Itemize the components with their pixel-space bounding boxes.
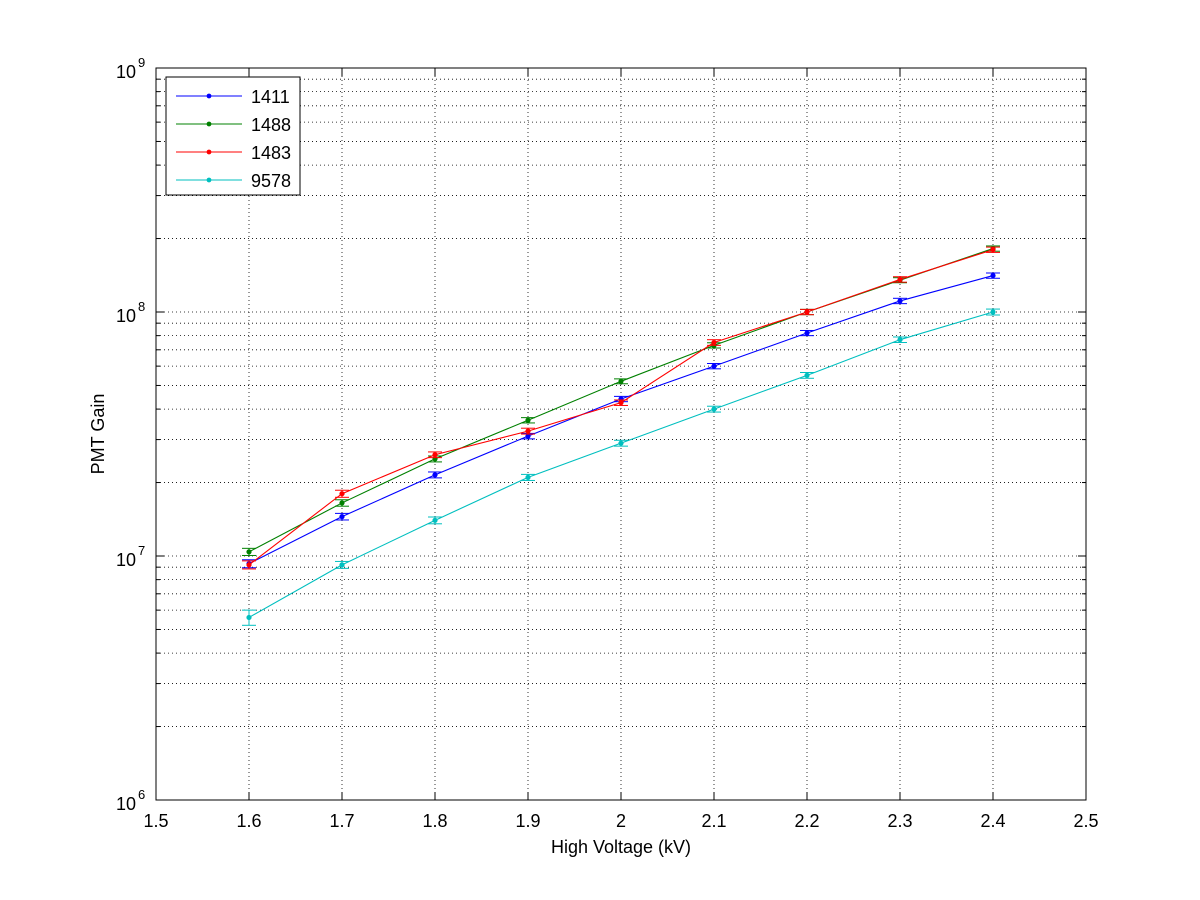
x-tick-label: 2.1: [701, 811, 726, 831]
data-point: [432, 472, 438, 478]
y-tick-label: 10 7: [116, 543, 145, 570]
legend-entry-1488: 1488: [176, 115, 291, 135]
data-point: [990, 272, 996, 279]
data-point: [432, 452, 438, 458]
x-tick-label: 2.2: [794, 811, 819, 831]
data-point: [711, 363, 717, 369]
data-point: [897, 298, 903, 304]
data-point: [246, 549, 252, 555]
y-tick-label-exponent: 7: [138, 543, 145, 558]
legend-entry-1483: 1483: [176, 143, 291, 163]
data-point: [804, 309, 810, 315]
x-tick-label: 1.5: [143, 811, 168, 831]
data-point: [339, 514, 345, 520]
x-tick-label: 2.4: [980, 811, 1005, 831]
grid-lines: [156, 68, 1086, 800]
legend-label: 1488: [251, 115, 291, 135]
x-tick-label: 1.9: [515, 811, 540, 831]
data-point: [804, 372, 810, 378]
y-tick-label: 10 8: [116, 299, 145, 326]
data-point: [711, 406, 717, 412]
plot-area: [156, 68, 1086, 800]
x-tick-label: 2: [616, 811, 626, 831]
x-tick-label: 2.5: [1073, 811, 1098, 831]
data-point: [990, 309, 996, 315]
y-tick-label-base: 10: [116, 550, 136, 570]
data-point: [246, 562, 252, 568]
legend-label: 9578: [251, 171, 291, 191]
x-tick-label: 1.8: [422, 811, 447, 831]
data-point: [246, 614, 252, 621]
data-point: [990, 247, 996, 253]
data-point: [525, 433, 531, 439]
legend-label: 1411: [251, 87, 290, 107]
x-tick-labels: 1.5 1.6 1.7 1.8 1.9 2 2.1 2.2 2.3 2.4 2.5: [143, 811, 1098, 831]
y-axis-label: PMT Gain: [88, 394, 108, 475]
data-point: [525, 474, 531, 480]
series-layer: [242, 245, 1000, 626]
y-tick-label-exponent: 8: [138, 299, 145, 314]
legend: 1411 1488 1483 9578: [165, 76, 301, 196]
x-tick-label: 1.7: [329, 811, 354, 831]
series-1411: [242, 272, 1000, 569]
y-tick-label-base: 10: [116, 62, 136, 82]
plot-frame: [155, 67, 1087, 801]
legend-marker: [206, 177, 212, 183]
legend-marker: [206, 93, 212, 99]
y-tick-label-base: 10: [116, 306, 136, 326]
x-axis-label: High Voltage (kV): [551, 837, 691, 857]
data-point: [525, 428, 531, 434]
data-point: [525, 417, 531, 423]
series-9578: [242, 308, 1000, 626]
legend-marker: [206, 121, 212, 127]
data-point: [339, 500, 345, 506]
data-point: [339, 562, 345, 568]
y-tick-label-base: 10: [116, 794, 136, 814]
legend-entry-1411: 1411: [176, 87, 290, 107]
data-point: [711, 339, 717, 346]
data-point: [618, 400, 624, 406]
data-point: [897, 276, 903, 283]
data-point: [618, 378, 624, 384]
legend-box: [165, 76, 301, 196]
legend-marker: [206, 149, 212, 155]
data-point: [618, 440, 624, 446]
series-1483: [242, 246, 1000, 570]
data-point: [432, 517, 438, 523]
x-tick-label: 2.3: [887, 811, 912, 831]
y-tick-label: 10 6: [116, 787, 145, 814]
y-tick-label: 10 9: [116, 55, 145, 82]
y-tick-label-exponent: 6: [138, 787, 145, 802]
data-point: [339, 491, 345, 497]
data-point: [897, 337, 903, 343]
data-point: [804, 330, 810, 336]
x-tick-label: 1.6: [236, 811, 261, 831]
legend-label: 1483: [251, 143, 291, 163]
legend-entry-9578: 9578: [176, 171, 291, 191]
y-tick-label-exponent: 9: [138, 55, 145, 70]
